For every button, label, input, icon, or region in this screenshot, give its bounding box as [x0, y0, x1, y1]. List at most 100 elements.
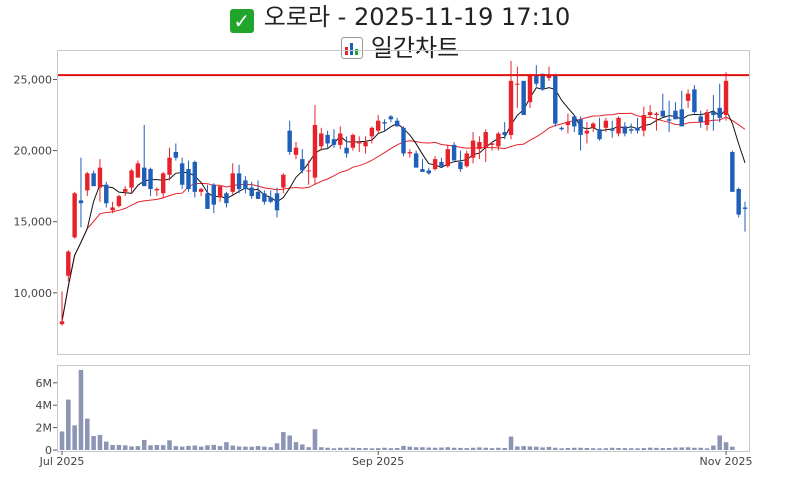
volume-bar [337, 447, 343, 450]
candle-body [224, 193, 229, 204]
volume-bar [597, 448, 602, 450]
volume-bar [723, 442, 729, 450]
candle-body [268, 197, 273, 202]
volume-bar [293, 442, 299, 450]
volume-bar [590, 448, 596, 450]
price-tick-label: 15,000 [14, 216, 53, 229]
candle-body [603, 120, 609, 128]
candle-body [369, 127, 375, 137]
volume-bar [666, 447, 672, 450]
candle-body [451, 144, 457, 161]
volume-bar [540, 447, 545, 450]
volume-bar [584, 447, 590, 450]
candle-body [357, 142, 362, 144]
candle-body [736, 188, 741, 215]
volume-bar [553, 447, 558, 450]
volume-bar [116, 444, 122, 450]
price-tick-label: 10,000 [14, 287, 53, 300]
candle-body [572, 116, 577, 127]
volume-tick-label: 6M [36, 377, 53, 390]
volume-bar [300, 444, 305, 450]
volume-bar [628, 448, 634, 450]
price-tick-label: 25,000 [14, 73, 53, 86]
candle-body [553, 75, 558, 124]
volume-bar [350, 447, 356, 450]
volume-bar [78, 369, 84, 450]
price-axis: 10,000 15,000 20,000 25,000 [14, 73, 57, 300]
volume-bar [565, 447, 571, 450]
candle-body [527, 75, 533, 103]
volume-bar [179, 446, 185, 450]
candle-body [628, 129, 634, 131]
candle-body [730, 152, 735, 192]
volume-bar [325, 447, 330, 450]
volume-bar [287, 435, 292, 450]
volume-bar [508, 436, 514, 450]
candle-body [148, 169, 153, 189]
volume-bar [122, 445, 128, 450]
volume-bar [647, 447, 653, 450]
volume-bar [559, 448, 564, 450]
volume-bar [515, 446, 520, 450]
volume-bar [711, 445, 716, 450]
candle-body [666, 119, 672, 121]
volume-bar [534, 446, 539, 450]
volume-bar [394, 447, 400, 450]
volume-bar [464, 448, 470, 450]
candle-body [338, 133, 343, 145]
candle-body [578, 119, 583, 135]
volume-bar [546, 446, 552, 450]
chart-subtitle: 일간차트 [370, 34, 460, 62]
candle-body [344, 147, 349, 154]
date-tick-label: Nov 2025 [700, 455, 753, 468]
candle-body [413, 153, 419, 168]
candle-body [692, 89, 697, 113]
candle-body [597, 129, 602, 140]
volume-bar [160, 445, 166, 450]
candle-body [673, 110, 678, 120]
volume-bar [685, 447, 691, 450]
candle-body [647, 112, 653, 116]
candle-body [489, 143, 495, 145]
volume-bar [673, 447, 678, 450]
candle-body [350, 134, 356, 148]
price-tick-label: 20,000 [14, 145, 53, 158]
candle-body [483, 132, 488, 148]
candle-body [287, 130, 292, 152]
candle-body [66, 251, 71, 276]
candle-body [515, 83, 520, 85]
volume-axis: 0 2M 4M 6M [36, 377, 57, 457]
volume-bar [407, 446, 413, 450]
volume-bar [622, 448, 628, 450]
volume-bars [59, 369, 735, 450]
volume-bar [730, 446, 735, 450]
volume-bar [91, 436, 96, 450]
candle-body [546, 75, 552, 79]
candle-body [654, 113, 659, 116]
volume-bar [369, 448, 375, 450]
chart-title: 오로라 - 2025-11-19 17:10 [263, 3, 571, 31]
volume-bar [420, 447, 425, 450]
volume-bar [356, 447, 362, 450]
candle-body [243, 180, 248, 189]
candle-body [123, 188, 128, 192]
candle-body [496, 133, 501, 147]
volume-bar [319, 447, 324, 450]
volume-tick-label: 2M [36, 422, 53, 435]
chart-title-line: ✓ 오로라 - 2025-11-19 17:10 [0, 2, 800, 33]
candle-body [129, 170, 134, 188]
volume-bar [470, 447, 476, 450]
check-mark-button-icon: ✓ [229, 9, 254, 33]
candle-body [685, 93, 691, 101]
candle-body [584, 130, 590, 134]
volume-bar [135, 446, 141, 450]
volume-bar [635, 448, 640, 450]
volume-bar [198, 446, 204, 450]
candle-body [394, 120, 400, 127]
candle-body [192, 161, 198, 192]
candle-body [502, 132, 507, 135]
candle-body [217, 186, 223, 198]
volume-bar [217, 446, 223, 450]
volume-plot-frame [57, 365, 750, 452]
